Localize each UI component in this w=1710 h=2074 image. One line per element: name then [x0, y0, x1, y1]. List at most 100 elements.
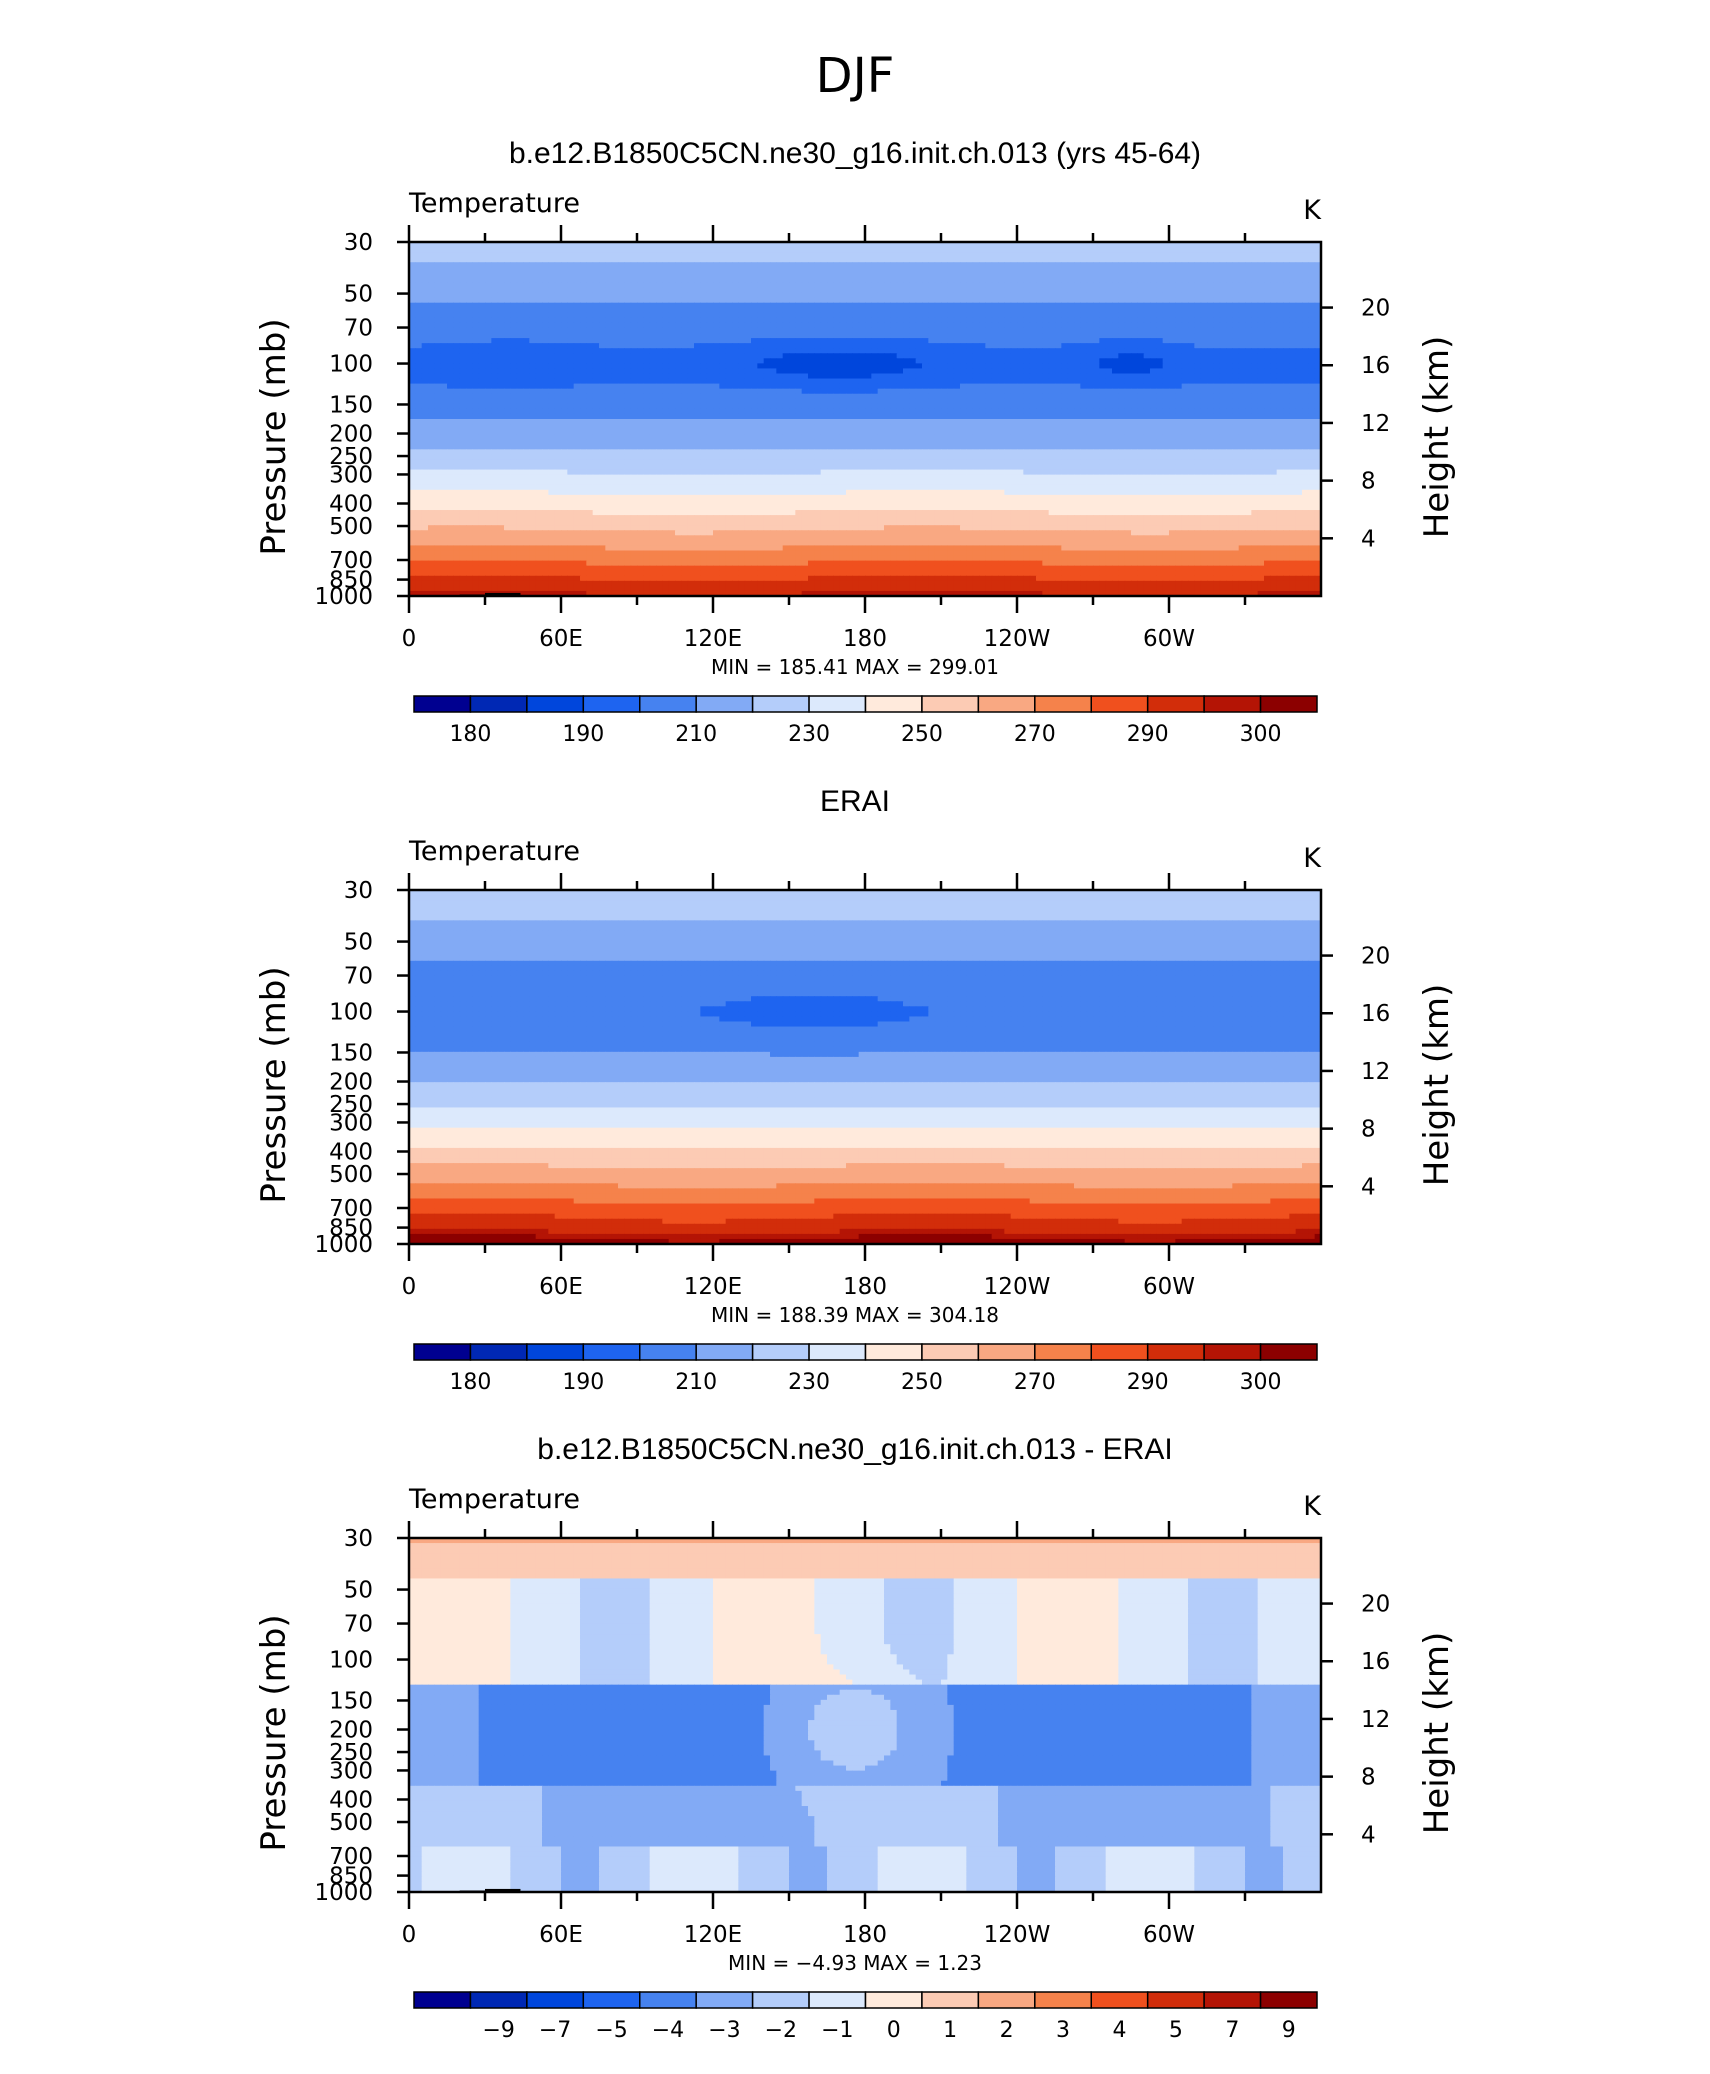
colorbar-box [978, 1344, 1034, 1360]
height-tick-label: 12 [1361, 1059, 1390, 1085]
colorbar-box [470, 1992, 526, 2008]
y-tick-label: 100 [329, 352, 373, 378]
x-tick-label: 0 [402, 1274, 417, 1300]
colorbar-box [1091, 1992, 1147, 2008]
y-tick-label: 300 [329, 1758, 373, 1784]
height-tick-label: 20 [1361, 1592, 1390, 1618]
y-tick-label: 70 [344, 1612, 373, 1638]
contour-field [409, 890, 1322, 1245]
y-tick-label: 30 [344, 878, 373, 904]
height-tick-label: 12 [1361, 411, 1390, 437]
colorbar-box [640, 1992, 696, 2008]
min-label: MIN = [711, 655, 779, 679]
colorbar-label: −2 [765, 2018, 797, 2043]
y-tick-label: 100 [329, 1000, 373, 1026]
colorbar-box [1204, 696, 1260, 712]
y-tick-label: 300 [329, 1110, 373, 1136]
colorbar-label: 190 [562, 1370, 604, 1395]
x-tick-label: 180 [843, 1274, 887, 1300]
height-tick-label: 8 [1361, 469, 1376, 495]
colorbar-box [753, 1344, 809, 1360]
colorbar-box [696, 1344, 752, 1360]
left-string: Temperature [408, 188, 580, 219]
y-tick-label: 300 [329, 462, 373, 488]
contour-field [409, 242, 1322, 597]
colorbar-box [527, 1344, 583, 1360]
colorbar-box [809, 1992, 865, 2008]
panel-title: b.e12.B1850C5CN.ne30_g16.init.ch.013 (yr… [509, 137, 1201, 170]
colorbar-label: 0 [887, 2018, 901, 2043]
colorbar-box [1261, 1344, 1317, 1360]
colorbar-box [583, 1992, 639, 2008]
colorbar-box [583, 696, 639, 712]
y-axis-label: Pressure (mb) [254, 318, 294, 555]
colorbar-box [696, 696, 752, 712]
contour-field [409, 1538, 1322, 1893]
colorbar: 180 190 210 230 250 270 290 300 [414, 1344, 1317, 1395]
colorbar-box [1035, 1992, 1091, 2008]
panel-3: b.e12.B1850C5CN.ne30_g16.init.ch.013 - E… [254, 1433, 1457, 2043]
colorbar-label: 1 [943, 2018, 957, 2043]
colorbar-box [414, 696, 470, 712]
x-tick-label: 60E [539, 626, 583, 652]
colorbar-box [866, 1992, 922, 2008]
y-tick-label: 50 [344, 930, 373, 956]
y-tick-label: 1000 [314, 1880, 373, 1906]
x-tick-label: 60E [539, 1274, 583, 1300]
colorbar-box [922, 1992, 978, 2008]
x-tick-label: 60W [1143, 1922, 1195, 1948]
x-tick-label: 120E [684, 626, 742, 652]
x-tick-label: 180 [843, 1922, 887, 1948]
colorbar-box [583, 1344, 639, 1360]
colorbar-box [470, 1344, 526, 1360]
colorbar-box [527, 696, 583, 712]
y-tick-label: 30 [344, 230, 373, 256]
x-tick-label: 180 [843, 626, 887, 652]
colorbar-label: −1 [821, 2018, 853, 2043]
height-tick-label: 8 [1361, 1765, 1376, 1791]
colorbar-box [922, 1344, 978, 1360]
colorbar-box [1204, 1992, 1260, 2008]
min-max-label: MIN = 185.41 MAX = 299.01 [711, 655, 999, 679]
x-tick-label: 60W [1143, 626, 1195, 652]
y-tick-label: 500 [329, 1162, 373, 1188]
max-value: 304.18 [929, 1303, 999, 1327]
colorbar-label: 300 [1240, 722, 1282, 747]
y-tick-label: 50 [344, 282, 373, 308]
colorbar-label: 250 [901, 1370, 943, 1395]
height-tick-label: 4 [1361, 526, 1376, 552]
y-tick-label: 1000 [314, 1232, 373, 1258]
colorbar-label: 3 [1056, 2018, 1070, 2043]
colorbar-label: 180 [449, 1370, 491, 1395]
min-max-label: MIN = 188.39 MAX = 304.18 [711, 1303, 999, 1327]
colorbar-label: 270 [1014, 722, 1056, 747]
panel-title: ERAI [820, 785, 890, 818]
x-tick-label: 120E [684, 1274, 742, 1300]
colorbar-box [866, 1344, 922, 1360]
colorbar-label: −4 [652, 2018, 684, 2043]
units-label: K [1303, 1491, 1322, 1522]
panel-1: b.e12.B1850C5CN.ne30_g16.init.ch.013 (yr… [254, 137, 1457, 747]
y-tick-label: 70 [344, 316, 373, 342]
colorbar-label: 210 [675, 1370, 717, 1395]
height-tick-label: 20 [1361, 944, 1390, 970]
x-tick-label: 120W [984, 1922, 1051, 1948]
colorbar-label: 300 [1240, 1370, 1282, 1395]
colorbar-label: 230 [788, 1370, 830, 1395]
y-tick-label: 50 [344, 1578, 373, 1604]
y-axis-label-right: Height (km) [1417, 336, 1457, 539]
colorbar-box [1261, 696, 1317, 712]
colorbar-label: 190 [562, 722, 604, 747]
colorbar-label: 2 [1000, 2018, 1014, 2043]
colorbar-box [414, 1344, 470, 1360]
height-tick-label: 8 [1361, 1117, 1376, 1143]
colorbar-label: 5 [1169, 2018, 1183, 2043]
y-tick-label: 1000 [314, 584, 373, 610]
panel-title: b.e12.B1850C5CN.ne30_g16.init.ch.013 - E… [537, 1433, 1172, 1466]
left-string: Temperature [408, 836, 580, 867]
colorbar-label: 230 [788, 722, 830, 747]
colorbar-label: −7 [539, 2018, 571, 2043]
units-label: K [1303, 195, 1322, 226]
colorbar-box [640, 1344, 696, 1360]
